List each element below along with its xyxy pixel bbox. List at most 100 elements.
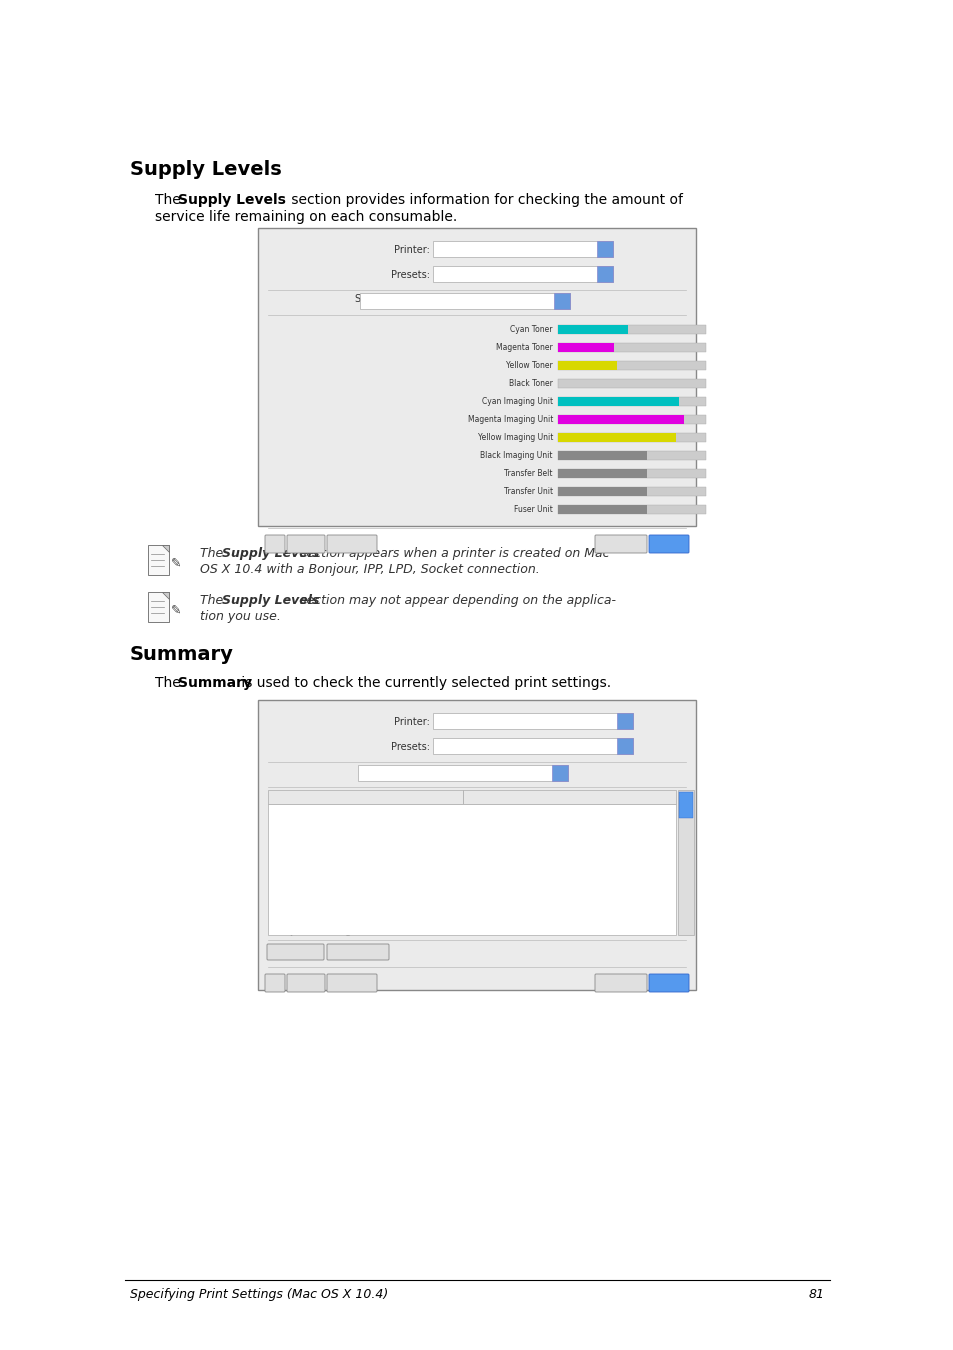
FancyBboxPatch shape [357, 765, 567, 782]
FancyBboxPatch shape [678, 790, 693, 936]
Text: ▼Paper Handling: ▼Paper Handling [272, 927, 351, 936]
FancyBboxPatch shape [552, 765, 567, 782]
FancyBboxPatch shape [433, 738, 633, 755]
FancyBboxPatch shape [433, 266, 613, 282]
Text: Presets:: Presets: [391, 270, 430, 279]
Text: Pages Per Sheet: Pages Per Sheet [282, 867, 350, 876]
Text: Two Sided Printing: Two Sided Printing [282, 879, 358, 888]
Text: KONICA MINOLTA magicolor ...: KONICA MINOLTA magicolor ... [437, 242, 573, 251]
FancyBboxPatch shape [558, 487, 646, 495]
Text: ✎: ✎ [171, 556, 181, 570]
FancyBboxPatch shape [268, 805, 676, 936]
Text: Standard: Standard [437, 267, 478, 275]
Text: Layout Direction: Layout Direction [282, 855, 351, 864]
Text: Medium: Medium [467, 915, 500, 923]
Text: Supply Levels: Supply Levels [222, 547, 319, 560]
Text: Cancel: Cancel [606, 540, 635, 548]
Text: PDF ▾: PDF ▾ [294, 979, 317, 987]
FancyBboxPatch shape [265, 973, 285, 992]
Text: 1, Collated: 1, Collated [467, 819, 512, 828]
Text: is used to check the currently selected print settings.: is used to check the currently selected … [236, 676, 611, 690]
Text: Priority: Priority [282, 915, 312, 923]
Text: Supply Levels: Supply Levels [355, 294, 422, 304]
FancyBboxPatch shape [558, 360, 617, 370]
Text: section appears when a printer is created on Mac: section appears when a printer is create… [295, 547, 609, 560]
FancyBboxPatch shape [265, 535, 285, 554]
FancyBboxPatch shape [558, 397, 679, 406]
Text: Magenta Toner: Magenta Toner [496, 343, 553, 352]
FancyBboxPatch shape [558, 505, 705, 514]
Text: Page Range: Page Range [282, 832, 332, 840]
Text: Fuser Unit: Fuser Unit [514, 505, 553, 514]
FancyBboxPatch shape [558, 397, 705, 406]
FancyBboxPatch shape [268, 790, 462, 805]
Text: Transfer Unit: Transfer Unit [503, 487, 553, 495]
FancyBboxPatch shape [433, 713, 633, 729]
Text: ?: ? [273, 979, 277, 987]
FancyBboxPatch shape [558, 414, 705, 424]
FancyBboxPatch shape [327, 535, 376, 554]
Text: The: The [154, 676, 185, 690]
FancyBboxPatch shape [327, 944, 389, 960]
FancyBboxPatch shape [257, 228, 696, 526]
FancyBboxPatch shape [558, 451, 705, 460]
FancyBboxPatch shape [679, 792, 692, 818]
Text: Copies: Copies [282, 819, 310, 828]
Text: 1: 1 [467, 867, 472, 876]
Text: Now: Now [467, 903, 485, 913]
Text: Summary: Summary [363, 765, 410, 776]
Text: Black Toner: Black Toner [509, 379, 553, 387]
Polygon shape [162, 593, 169, 598]
Text: ▼Copies & Pages: ▼Copies & Pages [272, 807, 351, 815]
Text: Preview: Preview [335, 979, 368, 987]
FancyBboxPatch shape [595, 973, 646, 992]
FancyBboxPatch shape [148, 545, 169, 575]
Text: Printer:: Printer: [394, 244, 430, 255]
Text: The: The [200, 594, 227, 608]
Text: The: The [154, 193, 185, 207]
Text: Expand All: Expand All [274, 948, 315, 957]
FancyBboxPatch shape [558, 487, 705, 495]
FancyBboxPatch shape [558, 343, 705, 352]
Text: Supply Levels: Supply Levels [222, 594, 319, 608]
Text: ▼Scheduler: ▼Scheduler [272, 891, 326, 900]
Text: All: All [467, 832, 477, 840]
Text: Supply Levels: Supply Levels [365, 294, 427, 302]
Text: Printer:: Printer: [394, 717, 430, 728]
Text: service life remaining on each consumable.: service life remaining on each consumabl… [154, 211, 456, 224]
FancyBboxPatch shape [597, 266, 613, 282]
Polygon shape [162, 545, 169, 552]
FancyBboxPatch shape [148, 593, 169, 622]
Text: The: The [200, 547, 227, 560]
FancyBboxPatch shape [433, 242, 613, 256]
FancyBboxPatch shape [327, 973, 376, 992]
FancyBboxPatch shape [558, 468, 646, 478]
Text: tion you use.: tion you use. [200, 610, 280, 622]
FancyBboxPatch shape [558, 414, 683, 424]
Text: Print: Print [658, 540, 679, 548]
Text: Supply Levels: Supply Levels [130, 161, 281, 180]
Text: Off: Off [467, 879, 479, 888]
Text: Supply Levels: Supply Levels [178, 193, 286, 207]
FancyBboxPatch shape [257, 701, 696, 990]
Text: Standard: Standard [437, 738, 478, 748]
Text: Collapse All: Collapse All [335, 948, 380, 957]
Text: Cyan Toner: Cyan Toner [510, 325, 553, 333]
Text: KONICA MINOLTA magicolor ...: KONICA MINOLTA magicolor ... [437, 714, 573, 724]
Text: Yellow Toner: Yellow Toner [506, 360, 553, 370]
Text: ▲: ▲ [683, 930, 687, 936]
Text: Summary: Summary [130, 645, 233, 664]
FancyBboxPatch shape [462, 790, 676, 805]
Text: OS X 10.4 with a Bonjour, IPP, LPD, Socket connection.: OS X 10.4 with a Bonjour, IPP, LPD, Sock… [200, 563, 539, 576]
Text: Black Imaging Unit: Black Imaging Unit [480, 451, 553, 460]
Text: Specifying Print Settings (Mac OS X 10.4): Specifying Print Settings (Mac OS X 10.4… [130, 1288, 388, 1301]
FancyBboxPatch shape [554, 293, 569, 309]
FancyBboxPatch shape [558, 433, 705, 441]
FancyBboxPatch shape [558, 451, 646, 460]
FancyBboxPatch shape [558, 325, 705, 333]
Text: section may not appear depending on the applica-: section may not appear depending on the … [295, 594, 616, 608]
Text: Magenta Imaging Unit: Magenta Imaging Unit [467, 414, 553, 424]
Text: section provides information for checking the amount of: section provides information for checkin… [287, 193, 682, 207]
FancyBboxPatch shape [595, 535, 646, 554]
Text: Left-Right-Top-Bottom: Left-Right-Top-Bottom [467, 855, 558, 864]
